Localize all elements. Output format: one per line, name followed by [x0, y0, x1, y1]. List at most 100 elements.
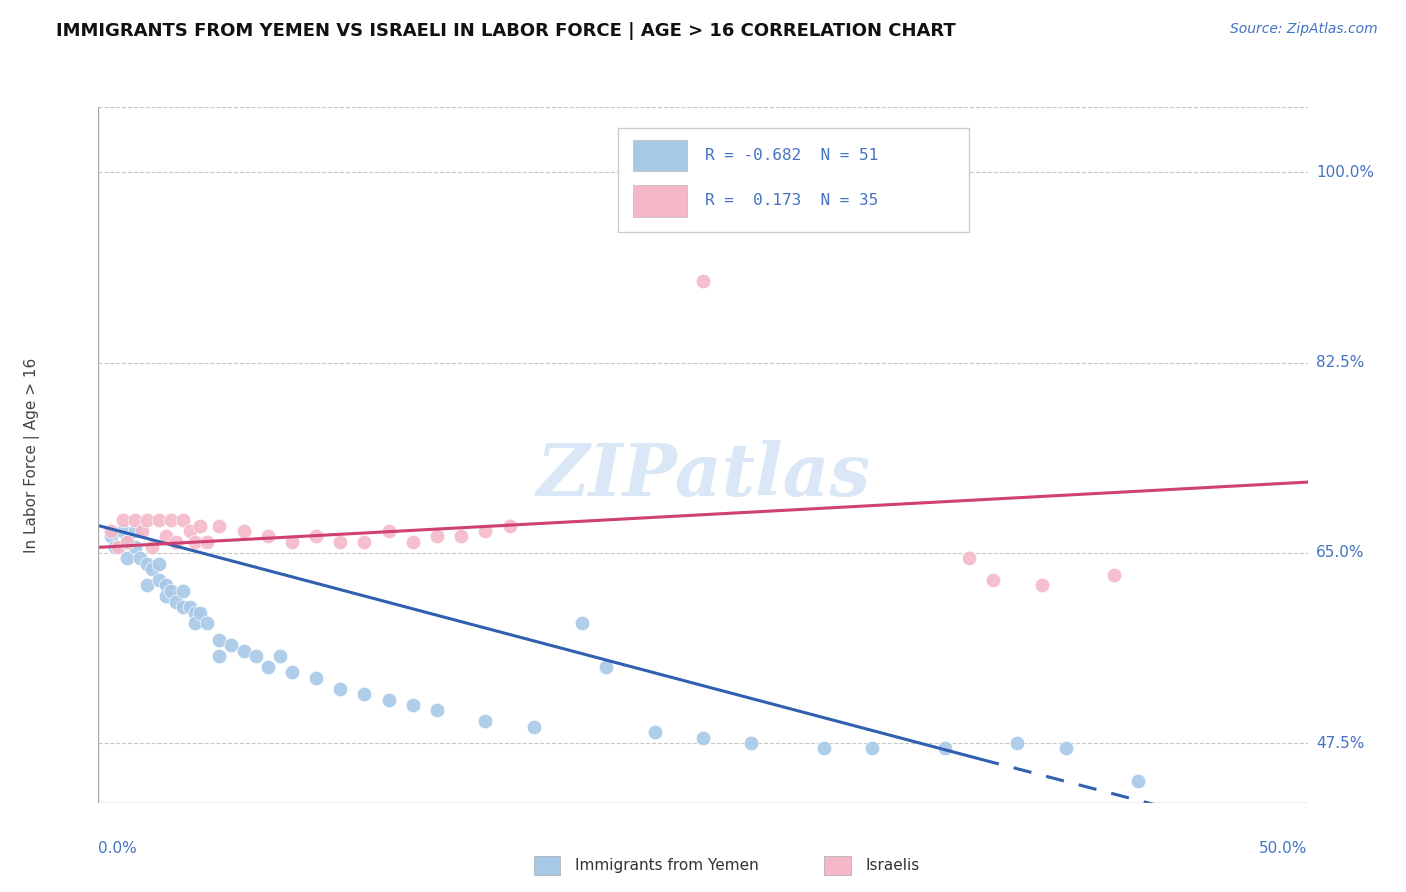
- Point: [329, 535, 352, 549]
- Point: [353, 535, 375, 549]
- Point: [107, 541, 129, 555]
- Point: [981, 573, 1004, 587]
- Point: [402, 535, 425, 549]
- Point: [195, 535, 218, 549]
- Point: [141, 562, 163, 576]
- Text: In Labor Force | Age > 16: In Labor Force | Age > 16: [24, 358, 39, 552]
- Point: [1054, 741, 1077, 756]
- Point: [195, 616, 218, 631]
- Point: [571, 616, 593, 631]
- Point: [160, 583, 183, 598]
- Point: [934, 741, 956, 756]
- Point: [135, 578, 157, 592]
- Point: [1128, 774, 1150, 789]
- Point: [860, 741, 883, 756]
- Bar: [534, 855, 561, 875]
- Point: [131, 524, 153, 538]
- Point: [141, 541, 163, 555]
- Point: [148, 573, 170, 587]
- Point: [128, 551, 150, 566]
- Point: [281, 665, 304, 680]
- Point: [813, 741, 835, 756]
- Point: [208, 648, 231, 663]
- Point: [104, 541, 127, 555]
- Point: [117, 535, 139, 549]
- Point: [1031, 578, 1053, 592]
- Point: [232, 524, 254, 538]
- Text: Immigrants from Yemen: Immigrants from Yemen: [575, 858, 759, 873]
- Text: Israelis: Israelis: [865, 858, 920, 873]
- Point: [155, 589, 177, 603]
- Point: [117, 551, 139, 566]
- Text: 82.5%: 82.5%: [1316, 355, 1364, 370]
- Text: ZIPatlas: ZIPatlas: [536, 441, 870, 511]
- Point: [111, 524, 134, 538]
- Point: [256, 660, 278, 674]
- Point: [305, 671, 328, 685]
- Point: [644, 725, 666, 739]
- Point: [172, 513, 194, 527]
- Point: [474, 714, 496, 729]
- Text: 50.0%: 50.0%: [1260, 841, 1308, 856]
- Point: [957, 551, 980, 566]
- Point: [100, 524, 122, 538]
- Point: [426, 529, 449, 543]
- Point: [245, 648, 267, 663]
- Point: [595, 660, 617, 674]
- Point: [184, 535, 207, 549]
- Point: [172, 583, 194, 598]
- Point: [692, 731, 714, 745]
- Point: [124, 513, 146, 527]
- Point: [188, 606, 211, 620]
- Point: [353, 687, 375, 701]
- Point: [256, 529, 278, 543]
- Text: 0.0%: 0.0%: [98, 841, 138, 856]
- Point: [692, 274, 714, 288]
- Point: [111, 513, 134, 527]
- Point: [155, 529, 177, 543]
- Point: [402, 698, 425, 712]
- Point: [305, 529, 328, 543]
- Point: [450, 529, 472, 543]
- Point: [377, 692, 399, 706]
- Point: [1102, 567, 1125, 582]
- Bar: [824, 855, 851, 875]
- Text: R = -0.682  N = 51: R = -0.682 N = 51: [706, 148, 879, 163]
- Point: [208, 632, 231, 647]
- Point: [179, 600, 201, 615]
- Text: IMMIGRANTS FROM YEMEN VS ISRAELI IN LABOR FORCE | AGE > 16 CORRELATION CHART: IMMIGRANTS FROM YEMEN VS ISRAELI IN LABO…: [56, 22, 956, 40]
- Point: [135, 557, 157, 571]
- Point: [269, 648, 291, 663]
- Bar: [633, 140, 688, 171]
- Point: [124, 524, 146, 538]
- Text: 47.5%: 47.5%: [1316, 736, 1364, 750]
- Text: 100.0%: 100.0%: [1316, 165, 1374, 180]
- Point: [329, 681, 352, 696]
- Point: [474, 524, 496, 538]
- Point: [184, 616, 207, 631]
- Point: [148, 557, 170, 571]
- Point: [740, 736, 762, 750]
- Point: [523, 720, 546, 734]
- Point: [148, 513, 170, 527]
- Point: [232, 643, 254, 657]
- Point: [165, 595, 187, 609]
- Point: [221, 638, 243, 652]
- Point: [124, 541, 146, 555]
- Point: [377, 524, 399, 538]
- Point: [1007, 736, 1029, 750]
- Point: [188, 518, 211, 533]
- Point: [184, 606, 207, 620]
- Point: [208, 518, 231, 533]
- Point: [179, 524, 201, 538]
- Point: [426, 703, 449, 717]
- Point: [135, 513, 157, 527]
- Point: [100, 529, 122, 543]
- Point: [281, 535, 304, 549]
- Point: [160, 513, 183, 527]
- Text: 65.0%: 65.0%: [1316, 545, 1364, 560]
- Text: R =  0.173  N = 35: R = 0.173 N = 35: [706, 194, 879, 209]
- Point: [155, 578, 177, 592]
- FancyBboxPatch shape: [619, 128, 969, 232]
- Point: [172, 600, 194, 615]
